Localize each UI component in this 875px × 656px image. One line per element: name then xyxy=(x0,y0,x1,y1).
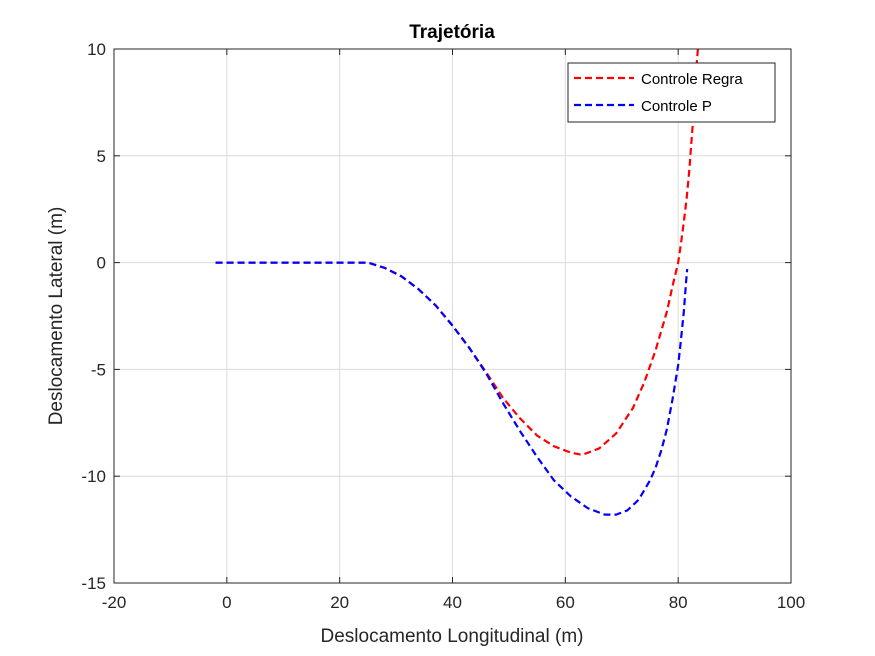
y-tick-label: 0 xyxy=(97,254,106,273)
x-tick-label: 20 xyxy=(330,593,349,612)
x-tick-label: -20 xyxy=(102,593,127,612)
y-tick-labels: -15 -10 -5 0 5 10 xyxy=(81,40,106,593)
x-tick-label: 60 xyxy=(556,593,575,612)
legend: Controle Regra Controle P xyxy=(567,62,776,123)
series-group xyxy=(215,49,700,516)
x-tick-label: 40 xyxy=(443,593,462,612)
y-tick-label: 10 xyxy=(87,40,106,59)
y-tick-label: 5 xyxy=(97,147,106,166)
x-tick-label: 0 xyxy=(222,593,231,612)
y-tick-label: -15 xyxy=(81,574,106,593)
legend-entry-controle-regra: Controle Regra xyxy=(641,71,743,88)
legend-box xyxy=(567,62,776,123)
x-tick-labels: -20 0 20 40 60 80 100 xyxy=(102,593,805,612)
y-tick-label: -5 xyxy=(91,360,106,379)
series-line-controle-regra xyxy=(215,49,700,456)
x-axis-label: Deslocamento Longitudinal (m) xyxy=(321,626,584,647)
tick-marks xyxy=(113,48,792,584)
series-line-controle-p xyxy=(215,261,689,516)
x-tick-label: 80 xyxy=(669,593,688,612)
chart-title: Trajetória xyxy=(409,22,495,43)
y-tick-label: -10 xyxy=(81,467,106,486)
legend-entry-controle-p: Controle P xyxy=(641,98,712,115)
x-tick-label: 100 xyxy=(777,593,805,612)
y-axis-label: Deslocamento Lateral (m) xyxy=(46,207,67,426)
